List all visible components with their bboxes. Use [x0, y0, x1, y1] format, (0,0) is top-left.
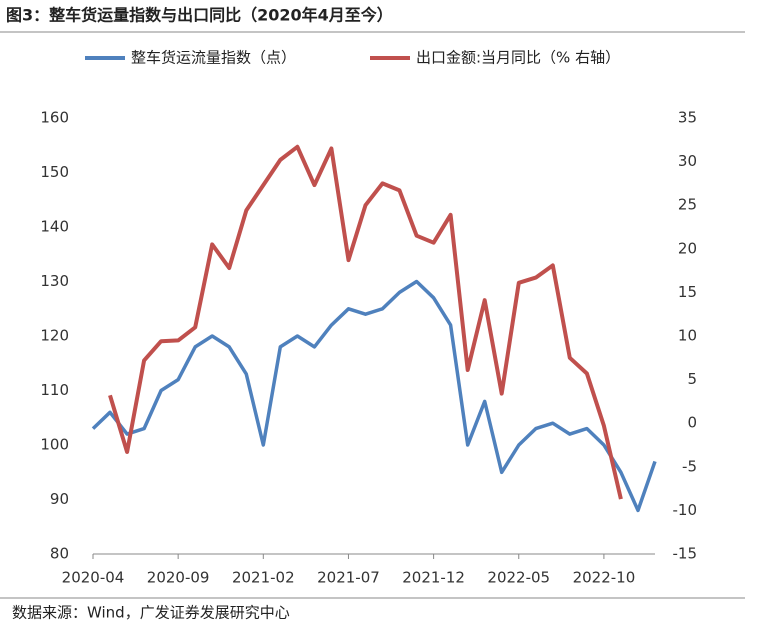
y2-tick-label: 15 — [678, 283, 697, 301]
x-tick-label: 2020-09 — [147, 569, 210, 587]
y-tick-label: 80 — [50, 545, 69, 563]
x-tick-label: 2021-12 — [402, 569, 465, 587]
y2-tick-label: 5 — [687, 370, 697, 388]
x-tick-label: 2021-02 — [232, 569, 295, 587]
y-tick-label: 130 — [40, 272, 69, 290]
y-tick-label: 120 — [40, 327, 69, 345]
y-tick-label: 90 — [50, 490, 69, 508]
y2-tick-label: 30 — [678, 152, 697, 170]
y2-tick-label: -15 — [673, 545, 698, 563]
source: 数据来源：Wind，广发证券发展研究中心 — [12, 604, 290, 622]
series-line — [108, 144, 623, 500]
legend-label: 整车货运流量指数（点） — [131, 49, 296, 67]
chart-title: 图3：整车货运量指数与出口同比（2020年4月至今） — [6, 6, 393, 25]
y2-tick-label: 0 — [687, 414, 697, 432]
y-tick-label: 110 — [40, 381, 69, 399]
series-line — [91, 279, 657, 513]
legend-label: 出口金额:当月同比（% 右轴） — [416, 49, 620, 67]
y-tick-label: 160 — [40, 109, 69, 127]
x-tick-label: 2022-10 — [573, 569, 636, 587]
y2-tick-label: -10 — [673, 501, 698, 519]
x-tick-label: 2021-07 — [317, 569, 380, 587]
y2-tick-label: 25 — [678, 196, 697, 214]
y-tick-label: 150 — [40, 163, 69, 181]
y2-tick-label: 35 — [678, 109, 697, 127]
x-tick-label: 2022-05 — [487, 569, 550, 587]
y2-tick-label: 20 — [678, 239, 697, 257]
x-tick-label: 2020-04 — [62, 569, 125, 587]
y-tick-label: 100 — [40, 436, 69, 454]
y2-tick-label: 10 — [678, 327, 697, 345]
y-tick-label: 140 — [40, 218, 69, 236]
y2-tick-label: -5 — [682, 457, 697, 475]
